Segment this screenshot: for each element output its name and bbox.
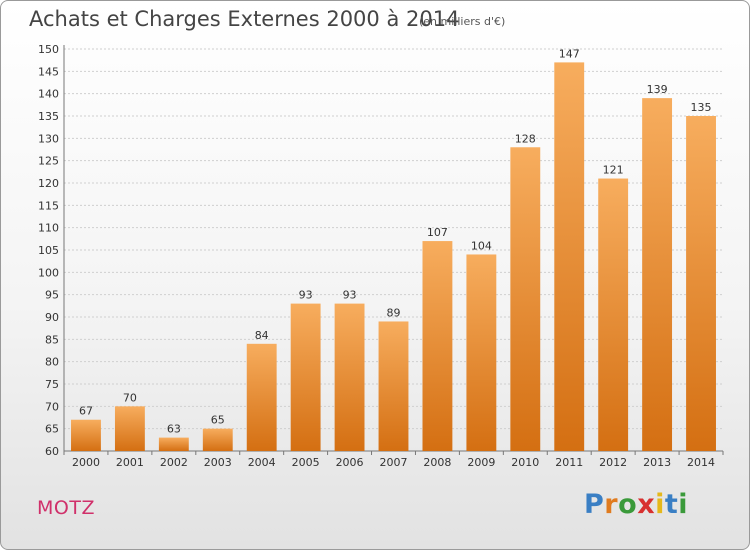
bar [378,321,409,451]
y-tick-label: 135 [38,110,59,123]
y-tick-label: 115 [38,199,59,212]
y-tick-label: 75 [45,378,59,391]
data-label: 93 [343,289,357,302]
x-tick-label: 2010 [511,456,539,469]
y-tick-label: 140 [38,88,59,101]
y-tick-label: 105 [38,244,59,257]
y-tick-label: 80 [45,356,59,369]
data-labels: 67 70 63 65 84 93 93 89 107 104 128 147 121 139 135 [79,47,712,435]
bar [510,147,541,451]
logo-letter: o [618,489,638,520]
data-label: 63 [167,423,181,436]
bar [71,419,101,451]
y-tick-label: 125 [38,155,59,168]
y-tick-label: 85 [45,333,59,346]
y-tick-label: 65 [45,423,59,436]
bar [290,303,321,451]
y-tick-label: 150 [38,43,59,56]
data-label: 67 [79,405,93,418]
y-tick-label: 145 [38,65,59,78]
bar [114,406,145,451]
chart-subtitle: (en milliers d'€) [419,15,506,28]
bars [71,62,716,452]
y-tick-label: 95 [45,289,59,302]
data-label: 104 [471,239,492,252]
logo-letter: t [664,489,679,520]
logo-letter: i [678,489,689,520]
bar [246,343,277,451]
data-label: 70 [123,391,137,404]
bar [554,62,585,452]
x-tick-label: 2006 [336,456,364,469]
y-tick-label: 60 [45,445,59,458]
data-label: 128 [515,132,536,145]
y-tick-label: 130 [38,132,59,145]
data-label: 147 [559,47,580,60]
bar [334,303,365,451]
y-tick-label: 70 [45,400,59,413]
logo-letter: P [584,489,605,520]
bar [422,241,453,451]
x-tick-label: 2003 [204,456,232,469]
data-label: 93 [299,289,313,302]
x-tick-label: 2008 [423,456,451,469]
x-tick-label: 2012 [599,456,627,469]
bar [598,178,629,452]
x-tick-label: 2000 [72,456,100,469]
data-label: 65 [211,414,225,427]
x-tick-label: 2014 [687,456,715,469]
data-label: 107 [427,226,448,239]
data-label: 121 [603,164,624,177]
x-axis-tick-labels: 2000 2001 2002 2003 2004 2005 2006 2007 2008 2009… [72,456,715,469]
y-tick-label: 120 [38,177,59,190]
y-axis-tick-labels: 60 65 70 75 80 85 90 95 100 105 110 115 120 125 130 135… [38,43,59,458]
data-label: 139 [647,83,668,96]
bar [202,428,233,451]
y-tick-label: 110 [38,222,59,235]
logo-letter: i [655,489,665,520]
data-label: 89 [387,306,401,319]
x-tick-label: 2013 [643,456,671,469]
x-tick-label: 2007 [380,456,408,469]
proxiti-logo: Proxiti [584,489,688,520]
y-tick-label: 90 [45,311,59,324]
bar [466,254,497,451]
x-tick-label: 2005 [292,456,320,469]
x-tick-label: 2002 [160,456,188,469]
logo-letter: r [604,489,619,520]
x-tick-label: 2009 [467,456,495,469]
x-tick-label: 2001 [116,456,144,469]
x-tick-label: 2011 [555,456,583,469]
bar [686,116,716,451]
bar [642,98,673,451]
y-tick-label: 100 [38,266,59,279]
chart-title: Achats et Charges Externes 2000 à 2014 [29,7,460,31]
x-tick-label: 2004 [248,456,276,469]
logo-letter: x [637,489,656,520]
data-label: 135 [691,101,712,114]
data-label: 84 [255,329,269,342]
bar [158,437,189,451]
place-name: MOTZ [37,497,95,519]
